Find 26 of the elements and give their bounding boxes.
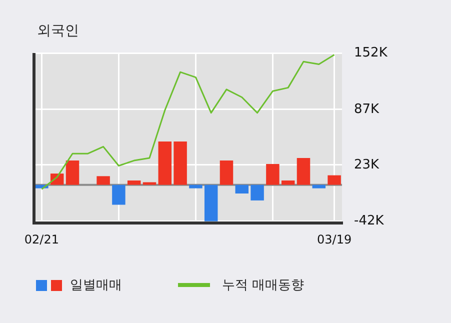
bar — [174, 141, 187, 185]
bar — [96, 176, 110, 185]
bar — [328, 175, 341, 185]
x-tick-label: 02/21 — [24, 232, 59, 246]
bar — [220, 160, 234, 185]
bar — [204, 184, 218, 222]
bar — [235, 184, 249, 194]
bar — [127, 180, 141, 185]
bar — [250, 184, 264, 200]
bar — [142, 182, 156, 185]
bar — [158, 141, 172, 185]
bar — [266, 164, 280, 185]
legend-label: 일별매매 — [70, 277, 122, 294]
bar — [281, 180, 295, 185]
bar — [189, 184, 202, 188]
y-tick-label: -42K — [354, 214, 384, 229]
bar — [312, 184, 326, 188]
bar — [66, 160, 80, 185]
bar — [296, 158, 310, 185]
y-tick-label: 152K — [354, 45, 388, 60]
y-tick-label: 23K — [354, 157, 380, 172]
chart-title: 외국인 — [37, 22, 79, 40]
bar — [112, 184, 126, 205]
y-tick-label: 87K — [354, 102, 380, 117]
legend-label: 누적 매매동향 — [222, 277, 304, 294]
x-tick-label: 03/19 — [317, 232, 352, 246]
